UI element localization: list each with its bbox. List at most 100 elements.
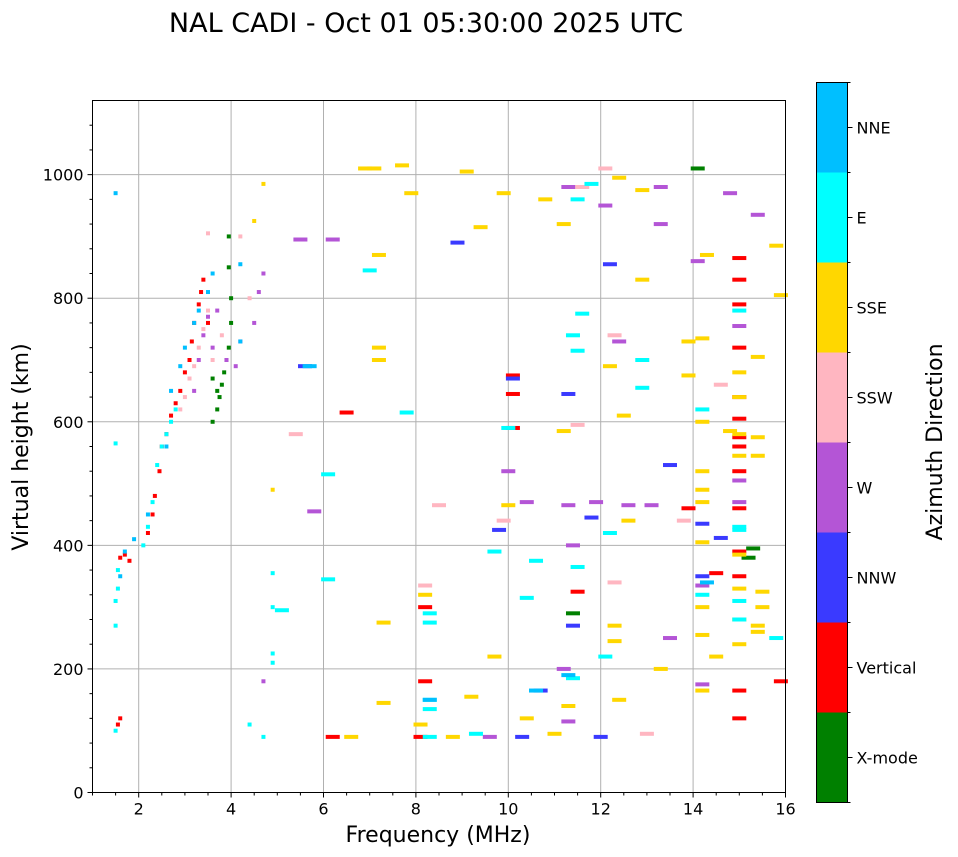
data-point-e [422,707,437,712]
data-point-sse [473,225,488,230]
data-point-sse [561,704,576,708]
data-point-vertical [173,401,178,406]
colorbar-tick-label: E [857,209,867,228]
data-point-sse [538,197,553,202]
data-point-w [206,314,210,319]
data-point-vertical [773,679,788,684]
data-point-x-mode [210,376,215,381]
data-point-sse [750,453,765,458]
data-point-sse [635,277,650,282]
data-point-vertical [418,679,433,684]
data-point-x-mode [210,419,215,424]
data-point-vertical [418,605,433,610]
data-point-nne [118,574,123,579]
data-point-w [482,734,497,739]
data-point-e [270,605,275,610]
data-point-sse [695,469,710,474]
data-point-vertical [206,320,210,325]
data-point-sse [750,623,765,628]
data-point-e [113,598,118,603]
data-point-nnw [565,623,580,628]
y-tick-label: 200 [53,660,84,679]
data-point-nnw [663,463,677,468]
data-point-e [270,651,275,656]
data-point-vertical [732,416,747,421]
colorbar-tick-label: W [857,479,873,498]
data-point-nnw [561,391,576,396]
data-point-vertical [127,558,132,563]
data-point-e [635,385,650,390]
x-axis-label: Frequency (MHz) [346,823,531,848]
colorbar-swatch [816,262,848,353]
data-point-sse [612,697,627,702]
data-point-e [247,722,252,727]
data-point-w [621,503,636,508]
colorbar-swatch [816,712,848,803]
colorbar-swatch [816,622,848,713]
data-point-vertical [187,358,192,362]
data-point-sse [750,354,765,359]
data-point-vertical [732,302,747,307]
data-point-w [556,666,571,671]
data-point-e [115,568,120,573]
data-point-nnw [602,262,617,267]
data-point-e [565,676,580,681]
data-point-w [561,185,576,189]
data-point-sse [653,666,668,671]
data-point-nne [164,444,169,449]
data-point-nne [529,688,544,693]
data-point-ssw [196,345,201,350]
data-point-e [598,654,613,659]
data-point-vertical [115,722,120,727]
data-point-w [201,333,206,338]
colorbar-tick-label: X-mode [857,749,918,768]
data-point-sse [621,518,636,523]
colorbar-border [816,82,848,803]
data-point-w [612,339,627,344]
data-point-e [570,197,585,202]
data-point-sse [695,500,710,505]
data-point-w [565,543,580,548]
data-point-nnw [713,535,728,540]
data-point-e [113,441,118,446]
data-point-ssw [418,583,433,588]
data-point-w [252,320,257,325]
data-point-sse [607,639,622,644]
data-point-ssw [178,407,183,412]
y-tick-label: 0 [73,784,83,803]
data-point-ssw [676,518,691,523]
colorbar-swatch [816,172,848,263]
y-tick-label: 800 [53,289,84,308]
data-point-sse [556,222,571,227]
data-point-x-mode [219,382,224,387]
data-point-sse [413,722,428,727]
data-point-sse [616,413,631,418]
data-point-sse [723,429,738,434]
data-point-w [325,237,340,242]
data-point-nne [196,308,201,313]
data-point-sse [750,435,765,440]
data-point-x-mode [229,320,234,325]
data-point-sse [376,620,391,625]
data-point-w [695,682,710,687]
data-point-ssw [432,503,446,508]
plot-area: 2 4 6 8 10 12 14 16 0 200 400 600 800 1000 [43,100,796,819]
data-point-e [468,731,483,736]
data-point-e [570,564,585,569]
colorbar-tick-label: NNE [857,119,891,138]
data-point-sse [681,339,696,344]
data-point-e [321,577,336,582]
data-point-w [732,324,747,329]
data-point-x-mode [229,296,234,301]
colorbar-swatch [816,442,848,533]
data-point-sse [496,191,511,196]
data-point-nne [132,537,137,542]
data-point-sse [769,243,784,248]
y-axis-label: Virtual height (km) [9,343,34,550]
data-point-w [732,478,747,483]
x-tick-label: 16 [775,800,795,819]
data-point-w [210,345,215,350]
data-point-e [519,595,534,600]
data-point-nne [169,388,174,393]
